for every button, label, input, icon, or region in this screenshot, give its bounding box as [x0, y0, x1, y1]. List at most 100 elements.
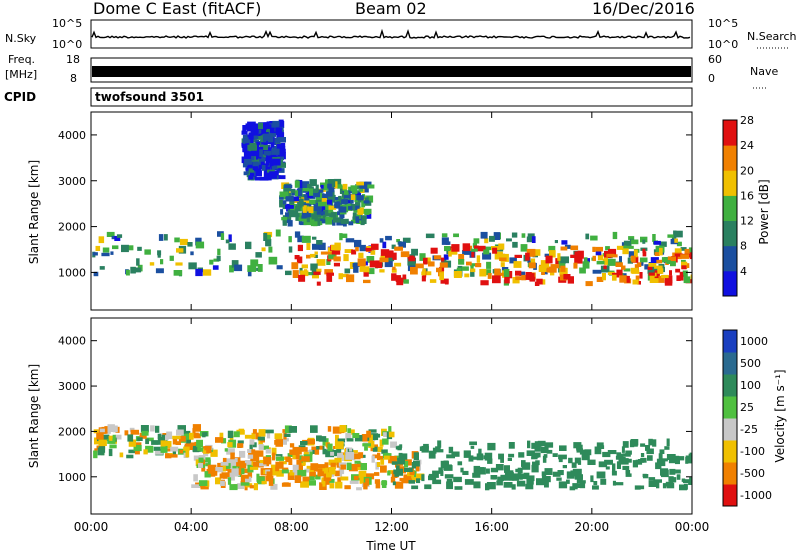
echo-cell	[250, 453, 260, 462]
echo-cell	[298, 180, 303, 188]
echo-cell	[289, 470, 295, 476]
echo-cell	[112, 425, 118, 433]
nsearch-tick-top: 10^5	[708, 17, 738, 30]
echo-cell	[137, 437, 143, 441]
echo-cell	[255, 432, 261, 440]
echo-cell	[300, 481, 309, 488]
echo-cell	[271, 447, 277, 456]
echo-cell	[248, 168, 255, 176]
echo-cell	[210, 449, 218, 457]
echo-cell	[558, 481, 568, 489]
echo-cell	[298, 188, 303, 196]
echo-cell	[247, 449, 252, 453]
echo-cell	[340, 464, 346, 470]
echo-cell	[277, 175, 286, 180]
echo-cell	[348, 463, 358, 472]
echo-cell	[382, 241, 387, 249]
echo-cell	[128, 449, 136, 454]
colorbar-tick-label: -25	[740, 423, 758, 436]
echo-cell	[512, 477, 520, 481]
echo-cell	[625, 450, 632, 455]
echo-cell	[95, 245, 101, 251]
echo-cell	[349, 447, 353, 452]
echo-cell	[424, 257, 431, 264]
velocity-y-axis: 1000 2000 3000 4000	[58, 335, 692, 484]
echo-cell	[679, 274, 684, 281]
echo-cell	[390, 441, 397, 448]
echo-cell	[320, 193, 325, 198]
echo-cell	[337, 477, 341, 484]
echo-cell	[497, 476, 506, 481]
colorbar-tick-label: 16	[740, 189, 754, 202]
echo-cell	[326, 259, 331, 265]
echo-cell	[350, 204, 356, 211]
echo-cell	[228, 234, 232, 242]
echo-cell	[567, 276, 574, 284]
echo-cell	[674, 253, 683, 257]
echo-cell	[104, 426, 108, 434]
echo-cell	[202, 432, 208, 437]
echo-cell	[590, 235, 598, 241]
echo-cell	[312, 243, 320, 250]
echo-cell	[230, 452, 235, 460]
colorbar-segment	[723, 352, 737, 375]
echo-cell	[550, 264, 560, 269]
echo-cell	[444, 279, 449, 285]
echo-cell	[165, 453, 172, 459]
colorbar-segment	[723, 245, 737, 272]
echo-cell	[612, 231, 618, 240]
echo-cell	[114, 236, 121, 241]
echo-cell	[126, 269, 130, 276]
echo-cell	[335, 434, 339, 443]
echo-cell	[499, 257, 507, 261]
echo-cell	[281, 482, 291, 487]
echo-cell	[557, 470, 564, 476]
echo-cell	[500, 474, 510, 478]
echo-cell	[408, 256, 416, 262]
echo-cell	[332, 217, 341, 223]
echo-cell	[511, 484, 516, 490]
echo-cell	[285, 196, 294, 202]
echo-cell	[249, 444, 253, 452]
echo-cell	[323, 466, 329, 474]
echo-cell	[622, 441, 629, 448]
echo-cell	[645, 445, 650, 451]
echo-cell	[316, 198, 323, 203]
echo-cell	[349, 480, 359, 484]
echo-cell	[267, 174, 272, 181]
echo-cell	[215, 467, 224, 473]
echo-cell	[536, 478, 545, 486]
echo-cell	[252, 166, 259, 171]
echo-cell	[328, 466, 336, 475]
colorbar-segment	[723, 120, 737, 146]
echo-cell	[421, 474, 425, 482]
echo-cell	[345, 433, 352, 440]
echo-cell	[656, 259, 663, 264]
echo-cell	[654, 252, 660, 256]
echo-cell	[97, 447, 105, 456]
echo-cell	[296, 256, 303, 264]
echo-cell	[492, 475, 496, 480]
echo-cell	[518, 452, 525, 458]
echo-cell	[531, 236, 536, 243]
power-colorbar-label: Power [dB]	[757, 179, 771, 244]
echo-cell	[342, 183, 348, 190]
echo-cell	[532, 249, 541, 256]
echo-cell	[572, 468, 582, 477]
echo-cell	[284, 184, 293, 188]
echo-cell	[326, 274, 333, 282]
echo-cell	[653, 479, 662, 483]
echo-cell	[328, 478, 335, 483]
echo-cell	[515, 270, 522, 276]
echo-cell	[303, 451, 309, 456]
echo-cell	[198, 463, 203, 468]
echo-cell	[625, 245, 634, 249]
colorbar-tick-label: 20	[740, 164, 754, 177]
echo-cell	[352, 453, 361, 460]
echo-cell	[258, 122, 263, 130]
echo-cell	[259, 144, 268, 151]
echo-cell	[680, 247, 687, 251]
echo-cell	[621, 446, 625, 453]
echo-cell	[302, 205, 307, 213]
echo-cell	[196, 439, 203, 448]
